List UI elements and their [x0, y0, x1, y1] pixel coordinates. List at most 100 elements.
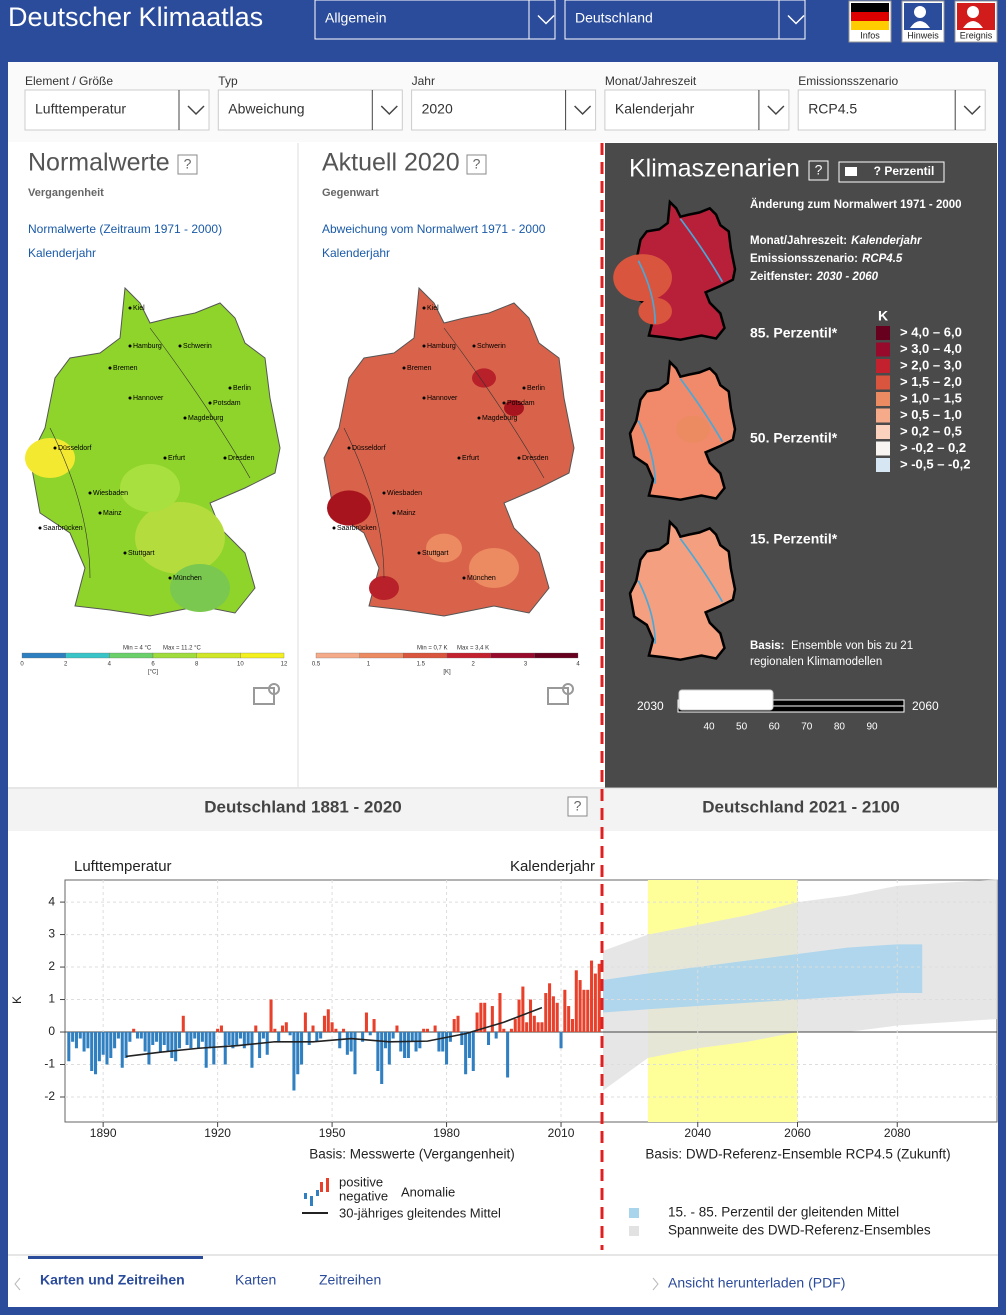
- bar: [467, 1032, 471, 1059]
- help-button[interactable]: [177, 154, 198, 175]
- flag-stripe: [851, 3, 889, 12]
- panel-link[interactable]: Kalenderjahr: [28, 246, 96, 260]
- filter-select[interactable]: [797, 89, 986, 131]
- bar: [170, 1032, 174, 1059]
- bar: [288, 1032, 292, 1036]
- scale-label: 6: [151, 662, 155, 668]
- legend-label: > 0,2 – 0,5: [900, 423, 962, 438]
- city-dot: [422, 306, 426, 310]
- city-dot: [98, 511, 102, 515]
- map: Kiel Hamburg Schwerin Bremen Berlin Hannover P…: [323, 286, 575, 617]
- bar: [586, 989, 590, 1033]
- city-dot: [417, 551, 421, 555]
- scale-label: 0.5: [312, 662, 321, 668]
- button-label[interactable]: ? Perzentil: [874, 164, 935, 178]
- chevron-icon: [767, 105, 785, 116]
- bar: [342, 1028, 346, 1033]
- legend-label: 15. - 85. Perzentil der gleitenden Mitte…: [668, 1205, 899, 1220]
- bar: [513, 1019, 517, 1033]
- filter-select[interactable]: [604, 89, 790, 131]
- bar: [212, 1032, 216, 1065]
- map-region: [369, 576, 399, 600]
- river: [637, 378, 724, 484]
- filter-select[interactable]: [411, 89, 597, 131]
- filter-select[interactable]: [217, 89, 403, 131]
- zoom-icon[interactable]: [547, 687, 569, 705]
- legend-swatch: [876, 392, 890, 406]
- tab[interactable]: Karten und Zeitreihen: [40, 1272, 185, 1288]
- map-region: [472, 368, 496, 388]
- scale-segment: [446, 652, 491, 659]
- chart-title: Deutschland 1881 - 2020: [204, 797, 401, 816]
- city-label: Berlin: [233, 385, 251, 392]
- percentile-button[interactable]: [838, 161, 945, 183]
- scale-segment: [65, 652, 110, 659]
- bar: [200, 1032, 204, 1042]
- map: [628, 359, 737, 502]
- panel-link[interactable]: Abweichung vom Normalwert 1971 - 2000: [322, 222, 546, 236]
- city-dot: [457, 456, 461, 460]
- scale-segment: [490, 652, 535, 659]
- percentile-label: 15. Perzentil*: [750, 531, 838, 547]
- bar: [536, 1022, 540, 1033]
- select-box[interactable]: [564, 0, 806, 40]
- scale-segment: [21, 652, 66, 659]
- slider-tick: 40: [703, 722, 715, 733]
- tab[interactable]: Zeitreihen: [319, 1272, 381, 1288]
- panel-link[interactable]: Normalwerte (Zeitraum 1971 - 2000): [28, 222, 222, 236]
- filter-value: Kalenderjahr: [615, 101, 695, 117]
- map-shape: [323, 286, 575, 617]
- bar: [509, 1028, 513, 1033]
- scale-segment: [359, 652, 404, 659]
- help-label[interactable]: ?: [574, 798, 582, 814]
- legend-label: positive: [339, 1174, 383, 1189]
- tab[interactable]: Karten: [235, 1272, 276, 1288]
- bar: [162, 1032, 166, 1046]
- download-link[interactable]: Ansicht herunterladen (PDF): [668, 1275, 845, 1291]
- legend-label: > 4,0 – 6,0: [900, 324, 962, 339]
- bar: [383, 1032, 388, 1049]
- legend-label: > 3,0 – 4,0: [900, 341, 962, 356]
- city-dot: [183, 416, 187, 420]
- bar: [410, 1032, 414, 1042]
- bar: [238, 1032, 243, 1039]
- help-label[interactable]: ?: [815, 162, 823, 178]
- city-dot: [472, 344, 476, 348]
- city-label: München: [173, 575, 202, 582]
- chevron-icon: [963, 105, 981, 116]
- slider-handle[interactable]: [678, 689, 774, 711]
- legend-swatch: [876, 326, 890, 340]
- city-dot: [128, 344, 132, 348]
- x-tick-label: 2060: [784, 1126, 811, 1140]
- zoom-icon[interactable]: [253, 687, 275, 705]
- city-label: Schwerin: [477, 343, 506, 350]
- bar: [124, 1032, 128, 1059]
- arrow-icon: [14, 1277, 21, 1291]
- map-region: [469, 548, 519, 588]
- panel-link[interactable]: Kalenderjahr: [322, 246, 390, 260]
- help-button[interactable]: [808, 160, 829, 181]
- slider-end: 2060: [912, 699, 939, 713]
- bar: [582, 989, 586, 1033]
- bar: [345, 1032, 349, 1055]
- help-button[interactable]: [567, 796, 588, 817]
- map-region: [426, 533, 462, 563]
- city-dot: [477, 416, 481, 420]
- filter-value: Lufttemperatur: [35, 101, 126, 117]
- icon-person: [910, 21, 930, 28]
- select-box[interactable]: [314, 0, 556, 40]
- map-region: [135, 502, 225, 574]
- filter-select[interactable]: [24, 89, 210, 131]
- detail-label: Zeitfenster:: [750, 271, 813, 283]
- bar: [326, 1009, 330, 1033]
- detail-label: Emissionsszenario:: [750, 253, 858, 265]
- city-dot: [123, 551, 127, 555]
- help-button[interactable]: [466, 154, 487, 175]
- bar: [456, 1015, 460, 1033]
- city-label: Saarbrücken: [43, 525, 83, 532]
- icon-label: Infos: [860, 30, 880, 40]
- basis-text: Basis: DWD-Referenz-Ensemble RCP4.5 (Zuk…: [645, 1147, 950, 1162]
- help-label[interactable]: ?: [473, 156, 481, 172]
- legend-swatch: [876, 342, 890, 357]
- help-label[interactable]: ?: [184, 156, 192, 172]
